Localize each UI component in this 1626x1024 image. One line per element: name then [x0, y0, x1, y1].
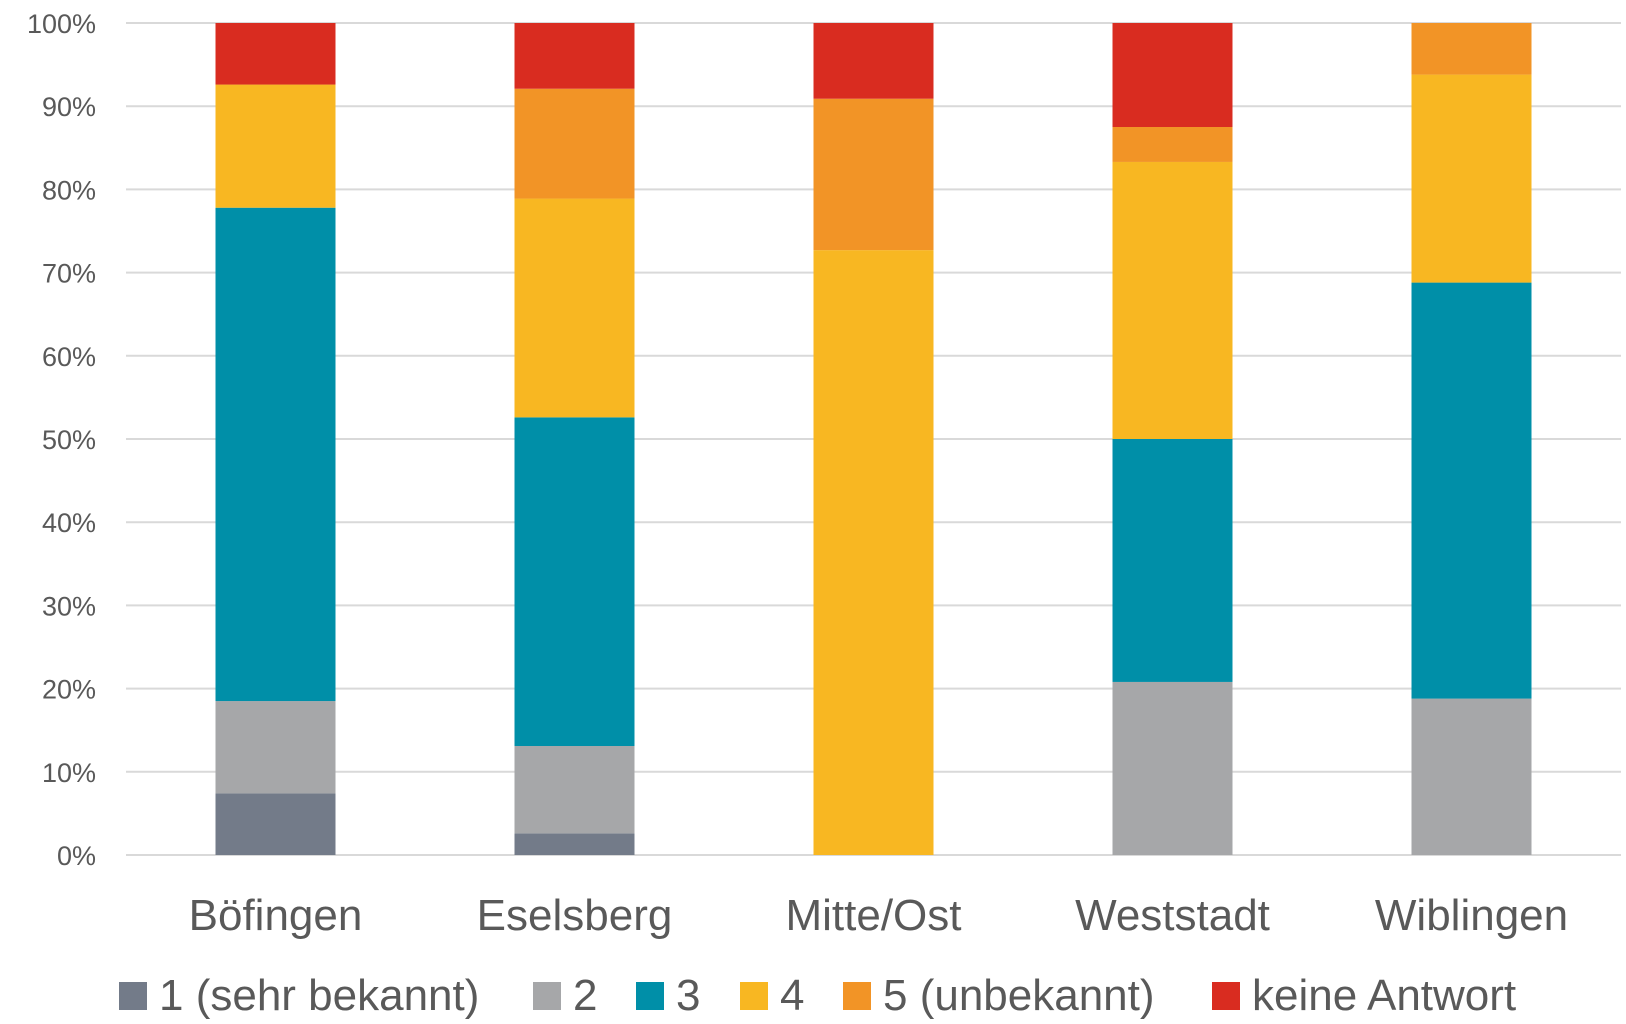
y-tick-label: 40%	[42, 508, 96, 538]
y-tick-label: 60%	[42, 342, 96, 372]
bar-segment	[215, 793, 336, 855]
legend-swatch	[533, 982, 561, 1010]
legend-swatch	[740, 982, 768, 1010]
bar-segment	[514, 23, 635, 89]
bar-segment	[514, 88, 635, 199]
y-tick-label: 50%	[42, 425, 96, 455]
x-axis-categories: Böfingen Eselsberg Mitte/Ost Weststadt Wibli…	[189, 891, 1568, 940]
x-category-label: Böfingen	[189, 891, 363, 940]
y-tick-label: 10%	[42, 758, 96, 788]
bar-segment	[215, 84, 336, 208]
x-category-label: Weststadt	[1075, 891, 1270, 940]
y-tick-label: 20%	[42, 675, 96, 705]
bar-segment	[1112, 681, 1233, 855]
bar-segment	[1112, 161, 1233, 439]
y-tick-label: 0%	[57, 841, 96, 871]
legend-label: 2	[573, 971, 597, 1020]
bar-segment	[1411, 23, 1532, 75]
y-tick-label: 70%	[42, 259, 96, 289]
bar-segment	[514, 833, 635, 855]
y-tick-label: 90%	[42, 92, 96, 122]
bar-segment	[514, 417, 635, 747]
bar-segment	[1112, 127, 1233, 162]
bar-segment	[813, 23, 934, 99]
x-category-label: Mitte/Ost	[785, 891, 961, 940]
y-tick-label: 100%	[27, 9, 96, 39]
legend-swatch	[1212, 982, 1240, 1010]
bar-segment	[813, 250, 934, 856]
bar-segment	[1112, 23, 1233, 127]
x-category-label: Wiblingen	[1375, 891, 1568, 940]
bar-segment	[215, 207, 336, 702]
bar-segment	[514, 746, 635, 834]
y-axis-ticks: 0% 10% 20% 30% 40% 50% 60% 70% 80% 90% 100%	[27, 9, 96, 871]
bar-segment	[813, 98, 934, 251]
legend-swatch	[119, 982, 147, 1010]
legend-label: 4	[780, 971, 804, 1020]
x-category-label: Eselsberg	[477, 891, 673, 940]
y-tick-label: 80%	[42, 175, 96, 205]
y-tick-label: 30%	[42, 591, 96, 621]
legend: 1 (sehr bekannt) 2 3 4 5 (unbekannt) keine An…	[119, 971, 1516, 1020]
bar-segment	[215, 23, 336, 85]
legend-swatch	[636, 982, 664, 1010]
bar-segment	[514, 198, 635, 418]
legend-label: keine Antwort	[1252, 971, 1516, 1020]
bar-segment	[1411, 282, 1532, 699]
bar-segment	[215, 701, 336, 794]
legend-label: 5 (unbekannt)	[883, 971, 1155, 1020]
legend-label: 1 (sehr bekannt)	[159, 971, 479, 1020]
legend-swatch	[843, 982, 871, 1010]
bar-segment	[1112, 439, 1233, 682]
legend-label: 3	[676, 971, 700, 1020]
bars	[215, 23, 1532, 856]
bar-segment	[1411, 74, 1532, 283]
bar-segment	[1411, 698, 1532, 855]
